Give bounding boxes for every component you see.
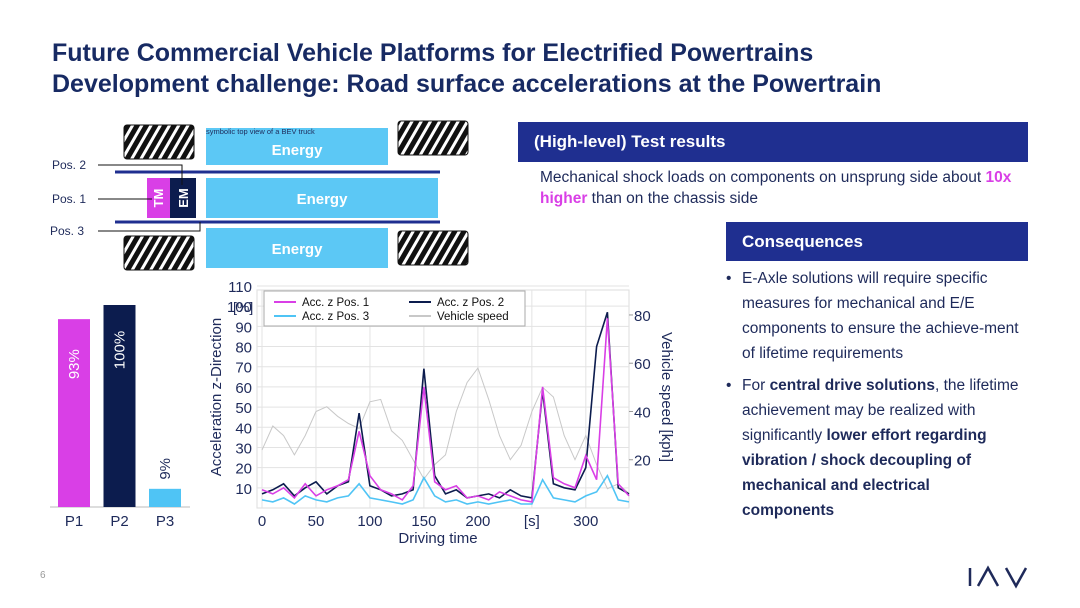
x-axis-label: Driving time [398, 530, 477, 547]
results-heading: (High-level) Test results [518, 122, 1028, 162]
y-tick-label: 60 [235, 380, 252, 397]
results-text: Mechanical shock loads on components on … [540, 167, 1030, 209]
value-label: 100% [112, 331, 129, 369]
text-run: For [742, 377, 770, 394]
x-tick-label: 200 [465, 513, 490, 530]
position-label: Pos. 2 [52, 158, 86, 172]
text-run: Mechanical shock loads on components on … [540, 169, 986, 186]
em-box [170, 178, 196, 218]
value-label: 93% [66, 349, 83, 379]
page-number: 6 [40, 570, 46, 581]
x-tick-label: 0 [258, 513, 266, 530]
x-tick-label: P2 [110, 513, 128, 530]
y-tick-label: 80 [235, 340, 252, 357]
x-tick-label: [s] [524, 513, 540, 530]
text-run: than on the chassis side [587, 190, 758, 207]
y-axis-label: Acceleration z-Direction [208, 318, 225, 476]
slide-title: Future Commercial Vehicle Platforms for … [52, 38, 881, 100]
text-run: , the lifetime achievement may be realiz… [742, 377, 1019, 444]
tire [397, 230, 469, 266]
tire [123, 235, 195, 271]
motor-label: TM [151, 189, 166, 208]
title-line: Development challenge: Road surface acce… [52, 70, 882, 98]
series-line [261, 474, 630, 505]
y-tick-label: 50 [235, 400, 252, 417]
energy-box [206, 228, 388, 268]
series-line [261, 311, 630, 499]
bold-run: central drive solutions [769, 377, 935, 394]
bullet-list: E-Axle solutions will require specific m… [726, 266, 1026, 530]
consequences-heading: Consequences [726, 222, 1028, 261]
legend-label: Acc. z Pos. 1 [302, 297, 369, 309]
tm-box [147, 178, 170, 218]
pointer [98, 164, 183, 185]
energy-label: Energy [297, 191, 349, 208]
legend-label: Acc. z Pos. 3 [302, 311, 369, 323]
position-label: Pos. 1 [52, 192, 86, 206]
energy-label: Energy [272, 142, 324, 159]
x-tick-label: 50 [308, 513, 325, 530]
bar [58, 319, 90, 507]
legend-label: Acc. z Pos. 2 [437, 297, 504, 309]
y2-axis-label: Vehicle speed [kph] [658, 332, 675, 462]
y-tick-label: 100 [227, 299, 252, 316]
text-run: E-Axle solutions will require specific m… [742, 270, 1019, 362]
y2-tick-label: 60 [634, 356, 651, 373]
logo [968, 565, 1028, 589]
series-line [261, 318, 630, 503]
y-tick-label: 20 [235, 461, 252, 478]
y-tick-label: 10 [235, 481, 252, 498]
x-tick-label: 300 [573, 513, 598, 530]
bold-run: lower effort regarding vibration / shock… [742, 427, 987, 519]
series-line [261, 366, 630, 494]
energy-box [206, 178, 438, 218]
y-tick-label: 30 [235, 440, 252, 457]
position-label: Pos. 3 [50, 224, 84, 238]
tire [397, 120, 469, 156]
value-label: 9% [157, 458, 174, 480]
bullet: For central drive solutions, the lifetim… [726, 373, 1026, 523]
y-tick-label: 70 [235, 360, 252, 377]
y2-tick-label: 40 [634, 404, 651, 421]
tire [123, 124, 195, 160]
motor-label: EM [176, 188, 191, 208]
bullet: E-Axle solutions will require specific m… [726, 266, 1026, 366]
legend: Acc. z Pos. 1 Acc. z Pos. 2 Acc. z Pos. 3 V… [263, 290, 526, 327]
bar [149, 488, 181, 507]
legend-box [263, 290, 526, 327]
y-tick-label: 110 [228, 279, 252, 296]
energy-label: Energy [272, 241, 324, 258]
energy-box [206, 128, 388, 165]
y-unit: [%] [233, 299, 253, 315]
y-tick-label: 90 [235, 319, 252, 336]
legend-label: Vehicle speed [437, 311, 509, 323]
caption: symbolic top view of a BEV truck [206, 127, 315, 136]
title-line: Future Commercial Vehicle Platforms for … [52, 39, 814, 67]
y2-tick-label: 80 [634, 308, 651, 325]
pointer [98, 222, 201, 232]
highlight: 10x higher [540, 169, 1012, 207]
y-tick-label: 40 [235, 420, 252, 437]
bar [103, 305, 136, 507]
x-tick-label: P3 [156, 513, 174, 530]
x-tick-label: P1 [65, 513, 83, 530]
y2-tick-label: 20 [634, 453, 651, 470]
x-tick-label: 150 [411, 513, 436, 530]
x-tick-label: 100 [357, 513, 382, 530]
